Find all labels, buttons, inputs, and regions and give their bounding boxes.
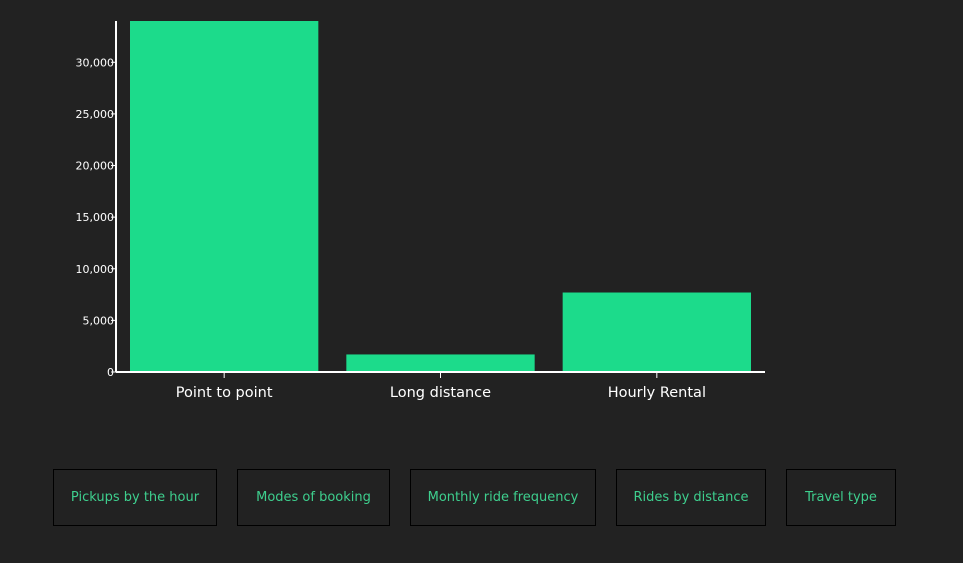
nav-button-pickups-by-hour[interactable]: Pickups by the hour — [53, 469, 217, 526]
y-tick-label: 20,000 — [76, 160, 115, 173]
bar-long-distance — [346, 354, 535, 372]
bar-chart: 0 5,000 10,000 15,000 20,000 25,000 30,000 Poi… — [76, 21, 765, 401]
y-tick-label: 5,000 — [83, 314, 115, 327]
y-tick-label: 0 — [107, 366, 114, 379]
nav-button-modes-of-booking[interactable]: Modes of booking — [237, 469, 390, 526]
x-axis: Point to point Long distance Hourly Rental — [116, 371, 765, 401]
x-tick-label: Hourly Rental — [608, 385, 706, 401]
y-tick-label: 10,000 — [76, 263, 115, 276]
nav-button-monthly-ride-frequency[interactable]: Monthly ride frequency — [410, 469, 596, 526]
x-tick-label: Point to point — [176, 385, 273, 401]
bars-group — [130, 21, 751, 372]
x-tick-label: Long distance — [390, 385, 491, 401]
nav-button-travel-type[interactable]: Travel type — [786, 469, 896, 526]
y-tick-label: 30,000 — [76, 56, 115, 69]
y-axis: 0 5,000 10,000 15,000 20,000 25,000 30,000 — [76, 21, 117, 379]
y-tick-label: 25,000 — [76, 108, 115, 121]
bar-point-to-point — [130, 21, 319, 372]
nav-button-rides-by-distance[interactable]: Rides by distance — [616, 469, 766, 526]
bar-hourly-rental — [562, 292, 751, 372]
y-tick-label: 15,000 — [76, 211, 115, 224]
